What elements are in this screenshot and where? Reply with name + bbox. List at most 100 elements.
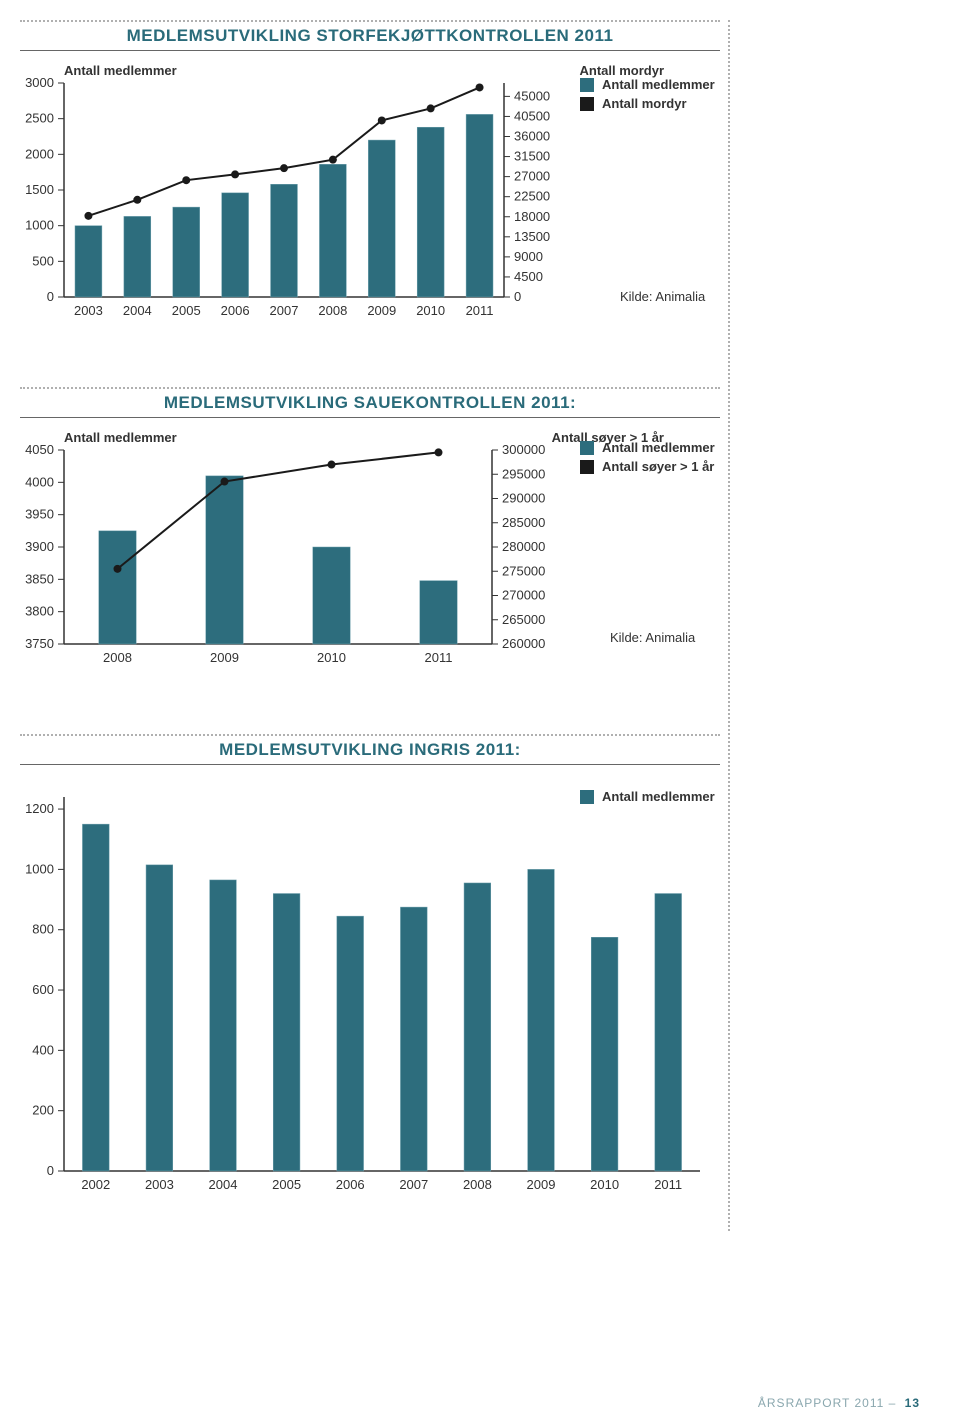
svg-text:2004: 2004 <box>123 303 152 318</box>
svg-text:2005: 2005 <box>172 303 201 318</box>
svg-text:500: 500 <box>32 253 54 268</box>
page-footer: ÅRSRAPPORT 2011 – 13 <box>758 1396 920 1410</box>
svg-text:3900: 3900 <box>25 539 54 554</box>
svg-text:2009: 2009 <box>210 650 239 665</box>
svg-text:22500: 22500 <box>514 189 550 204</box>
svg-text:295000: 295000 <box>502 466 545 481</box>
chart-1-source: Kilde: Animalia <box>620 289 705 304</box>
legend-swatch-line <box>580 460 594 474</box>
svg-text:2010: 2010 <box>416 303 445 318</box>
chart-1-section: MEDLEMSUTVIKLING STORFEKJØTTKONTROLLEN 2… <box>20 20 720 327</box>
legend-label: Antall mordyr <box>602 96 687 111</box>
svg-text:275000: 275000 <box>502 563 545 578</box>
chart-2-title: MEDLEMSUTVIKLING SAUEKONTROLLEN 2011: <box>164 393 576 412</box>
legend-label: Antall søyer > 1 år <box>602 459 714 474</box>
chart-2-source: Kilde: Animalia <box>610 630 695 645</box>
svg-text:1500: 1500 <box>25 182 54 197</box>
svg-text:2002: 2002 <box>81 1177 110 1192</box>
legend-item: Antall mordyr <box>580 96 715 111</box>
svg-text:400: 400 <box>32 1042 54 1057</box>
svg-text:1000: 1000 <box>25 861 54 876</box>
svg-text:2011: 2011 <box>654 1177 682 1192</box>
svg-text:2009: 2009 <box>367 303 396 318</box>
svg-text:18000: 18000 <box>514 209 550 224</box>
svg-text:4500: 4500 <box>514 269 543 284</box>
svg-text:2000: 2000 <box>25 146 54 161</box>
svg-text:4000: 4000 <box>25 474 54 489</box>
svg-text:0: 0 <box>514 289 521 304</box>
legend-swatch-bar <box>580 78 594 92</box>
svg-text:45000: 45000 <box>514 88 550 103</box>
svg-text:265000: 265000 <box>502 612 545 627</box>
svg-text:2008: 2008 <box>318 303 347 318</box>
vertical-dotted-divider <box>728 20 730 1231</box>
svg-text:2003: 2003 <box>145 1177 174 1192</box>
svg-text:2007: 2007 <box>399 1177 428 1192</box>
svg-text:9000: 9000 <box>514 249 543 264</box>
footer-page-number: 13 <box>905 1396 920 1410</box>
svg-text:300000: 300000 <box>502 442 545 457</box>
legend-swatch-bar <box>580 441 594 455</box>
svg-text:280000: 280000 <box>502 539 545 554</box>
svg-text:2007: 2007 <box>270 303 299 318</box>
legend-label: Antall medlemmer <box>602 789 715 804</box>
chart-2-section: MEDLEMSUTVIKLING SAUEKONTROLLEN 2011: An… <box>20 387 720 674</box>
svg-text:600: 600 <box>32 982 54 997</box>
legend-item: Antall søyer > 1 år <box>580 459 715 474</box>
svg-text:800: 800 <box>32 922 54 937</box>
svg-text:2009: 2009 <box>527 1177 556 1192</box>
svg-text:36000: 36000 <box>514 129 550 144</box>
svg-text:2004: 2004 <box>209 1177 238 1192</box>
chart-3-title: MEDLEMSUTVIKLING INGRIS 2011: <box>219 740 521 759</box>
svg-text:2010: 2010 <box>317 650 346 665</box>
svg-text:13500: 13500 <box>514 229 550 244</box>
legend-item: Antall medlemmer <box>580 77 715 92</box>
svg-text:27000: 27000 <box>514 169 550 184</box>
svg-text:0: 0 <box>47 1163 54 1178</box>
svg-text:31500: 31500 <box>514 149 550 164</box>
svg-text:270000: 270000 <box>502 588 545 603</box>
svg-text:2003: 2003 <box>74 303 103 318</box>
svg-text:3950: 3950 <box>25 507 54 522</box>
legend-swatch-line <box>580 97 594 111</box>
svg-text:200: 200 <box>32 1103 54 1118</box>
chart-1-svg: 0 500 1000 1500 2000 2500 3000 0 4500 9000 13500 18… <box>20 67 560 327</box>
chart-1-legend: Antall medlemmer Antall mordyr <box>580 77 715 115</box>
svg-text:2006: 2006 <box>336 1177 365 1192</box>
svg-text:3000: 3000 <box>25 75 54 90</box>
svg-text:40500: 40500 <box>514 108 550 123</box>
chart-1-right-axis-label: Antall mordyr <box>579 63 664 78</box>
svg-text:1200: 1200 <box>25 801 54 816</box>
svg-text:2005: 2005 <box>272 1177 301 1192</box>
chart-3-svg: 0 200 400 600 800 1000 1200 2002 2003 2004 2005 200… <box>20 781 720 1201</box>
chart-1-title: MEDLEMSUTVIKLING STORFEKJØTTKONTROLLEN 2… <box>127 26 614 45</box>
chart-3-legend: Antall medlemmer <box>580 789 715 808</box>
svg-text:4050: 4050 <box>25 442 54 457</box>
chart-1-left-axis-label: Antall medlemmer <box>64 63 177 78</box>
svg-text:2008: 2008 <box>103 650 132 665</box>
svg-text:290000: 290000 <box>502 491 545 506</box>
chart-2-left-axis-label: Antall medlemmer <box>64 430 177 445</box>
legend-item: Antall medlemmer <box>580 440 715 455</box>
legend-label: Antall medlemmer <box>602 440 715 455</box>
legend-label: Antall medlemmer <box>602 77 715 92</box>
chart-3-section: MEDLEMSUTVIKLING INGRIS 2011: 0 200 400 600… <box>20 734 720 1201</box>
svg-text:3750: 3750 <box>25 636 54 651</box>
svg-text:2008: 2008 <box>463 1177 492 1192</box>
svg-text:2500: 2500 <box>25 111 54 126</box>
svg-text:285000: 285000 <box>502 515 545 530</box>
svg-text:2010: 2010 <box>590 1177 619 1192</box>
svg-text:3850: 3850 <box>25 571 54 586</box>
legend-item: Antall medlemmer <box>580 789 715 804</box>
svg-text:260000: 260000 <box>502 636 545 651</box>
svg-text:2006: 2006 <box>221 303 250 318</box>
footer-text: ÅRSRAPPORT 2011 – <box>758 1396 896 1410</box>
chart-2-legend: Antall medlemmer Antall søyer > 1 år <box>580 440 715 478</box>
svg-text:2011: 2011 <box>466 303 494 318</box>
svg-text:0: 0 <box>47 289 54 304</box>
svg-text:3800: 3800 <box>25 604 54 619</box>
svg-text:2011: 2011 <box>425 650 453 665</box>
svg-text:1000: 1000 <box>25 218 54 233</box>
legend-swatch-bar <box>580 790 594 804</box>
chart-2-svg: 3750 3800 3850 3900 3950 4000 4050 260000 265000… <box>20 434 560 674</box>
